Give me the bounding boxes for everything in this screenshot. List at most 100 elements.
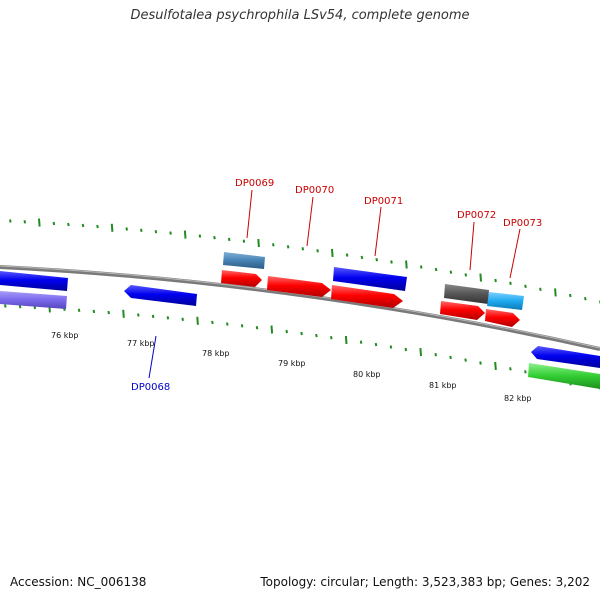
major-tick bbox=[344, 335, 348, 345]
minor-tick bbox=[449, 355, 452, 360]
minor-tick bbox=[359, 340, 363, 344]
major-tick bbox=[331, 248, 334, 257]
minor-tick bbox=[151, 314, 155, 319]
gene-purple-left[interactable] bbox=[0, 291, 67, 309]
minor-tick bbox=[140, 228, 143, 232]
scale-label-81: 81 kbp bbox=[429, 381, 457, 390]
major-tick bbox=[196, 316, 199, 325]
major-tick bbox=[479, 273, 482, 282]
major-tick bbox=[257, 238, 260, 248]
minor-tick bbox=[125, 227, 128, 231]
callout-dp0069 bbox=[246, 189, 253, 239]
gene-dp0068[interactable] bbox=[124, 285, 197, 306]
minor-tick bbox=[464, 358, 467, 362]
gene-dp0071-upper[interactable] bbox=[333, 267, 407, 291]
minor-tick bbox=[389, 345, 393, 349]
minor-tick bbox=[181, 317, 184, 321]
map-title: Desulfotalea psychrophila LSv54, complet… bbox=[130, 8, 470, 23]
major-tick bbox=[405, 260, 408, 269]
minor-tick bbox=[539, 287, 542, 291]
minor-tick bbox=[272, 243, 275, 247]
gene-dp0073-cyan[interactable] bbox=[487, 292, 524, 310]
minor-tick bbox=[226, 322, 229, 326]
minor-tick bbox=[255, 326, 259, 330]
scale-label-80: 80 kbp bbox=[353, 370, 381, 379]
minor-tick bbox=[509, 281, 512, 285]
major-tick bbox=[554, 288, 557, 297]
scale-labels: 76 kbp 77 kbp 78 kbp 79 kbp 80 kbp 81 kb… bbox=[51, 331, 532, 403]
minor-tick bbox=[213, 236, 216, 240]
gene-label-dp0072: DP0072 bbox=[457, 210, 496, 221]
minor-tick bbox=[360, 255, 364, 260]
gene-label-dp0068: DP0068 bbox=[131, 382, 170, 393]
gene-dp0072-grey[interactable] bbox=[444, 284, 489, 304]
gene-labels: DP0068 DP0069 DP0070 DP0071 DP0072 DP007… bbox=[131, 178, 542, 393]
major-tick bbox=[419, 348, 422, 357]
minor-tick bbox=[211, 320, 214, 325]
minor-tick bbox=[375, 258, 378, 262]
major-tick bbox=[494, 361, 497, 370]
minor-tick bbox=[419, 265, 423, 269]
minor-tick bbox=[316, 249, 319, 253]
minor-tick bbox=[584, 297, 587, 301]
gene-label-dp0069: DP0069 bbox=[235, 178, 274, 189]
scale-label-76: 76 kbp bbox=[51, 331, 79, 340]
upper-tick-track bbox=[9, 218, 600, 304]
gene-dp0072[interactable] bbox=[440, 301, 485, 320]
minor-tick bbox=[137, 313, 140, 317]
minor-tick bbox=[96, 224, 99, 229]
minor-tick bbox=[23, 220, 27, 224]
minor-tick bbox=[434, 353, 437, 357]
minor-tick bbox=[449, 270, 453, 274]
gene-dp0069[interactable] bbox=[221, 270, 262, 287]
minor-tick bbox=[345, 253, 349, 257]
gene-reverse-left-1[interactable] bbox=[0, 271, 68, 291]
minor-tick bbox=[198, 234, 202, 238]
minor-tick bbox=[81, 223, 85, 228]
minor-tick bbox=[9, 219, 12, 223]
minor-tick bbox=[92, 309, 96, 314]
minor-tick bbox=[227, 237, 231, 242]
minor-tick bbox=[67, 222, 70, 227]
major-tick bbox=[122, 309, 125, 318]
gene-callouts bbox=[148, 189, 521, 379]
minor-tick bbox=[330, 336, 333, 340]
accession-text: Accession: NC_006138 bbox=[10, 575, 147, 589]
minor-tick bbox=[169, 231, 172, 235]
major-tick bbox=[38, 218, 41, 227]
minor-tick bbox=[107, 310, 110, 315]
minor-tick bbox=[315, 333, 318, 338]
callout-dp0068 bbox=[148, 335, 157, 379]
gene-green-right[interactable] bbox=[528, 363, 600, 389]
minor-tick bbox=[18, 305, 22, 309]
minor-tick bbox=[434, 267, 438, 272]
gene-dp0070[interactable] bbox=[267, 276, 331, 297]
major-tick bbox=[270, 325, 274, 334]
minor-tick bbox=[52, 221, 56, 226]
minor-tick bbox=[154, 230, 158, 234]
minor-tick bbox=[301, 247, 305, 251]
minor-tick bbox=[569, 293, 572, 298]
major-tick bbox=[110, 223, 114, 232]
gene-reverse-right[interactable] bbox=[531, 346, 600, 368]
minor-tick bbox=[242, 239, 246, 243]
minor-tick bbox=[240, 324, 244, 328]
callout-dp0073 bbox=[509, 228, 521, 279]
minor-tick bbox=[286, 245, 290, 249]
gene-dp0071[interactable] bbox=[331, 285, 403, 308]
minor-tick bbox=[509, 367, 512, 371]
gene-dp0073[interactable] bbox=[485, 309, 520, 327]
minor-tick bbox=[374, 342, 378, 347]
minor-tick bbox=[479, 361, 482, 365]
gene-label-dp0071: DP0071 bbox=[364, 196, 403, 207]
minor-tick bbox=[4, 304, 7, 308]
scale-label-78: 78 kbp bbox=[202, 349, 230, 358]
callout-dp0071 bbox=[374, 206, 382, 257]
minor-tick bbox=[166, 316, 170, 320]
gene-dp0069-steel[interactable] bbox=[223, 252, 265, 269]
gene-label-dp0073: DP0073 bbox=[503, 218, 542, 229]
minor-tick bbox=[390, 260, 393, 264]
minor-tick bbox=[494, 278, 497, 283]
genome-stats-text: Topology: circular; Length: 3,523,383 bp… bbox=[260, 575, 590, 589]
